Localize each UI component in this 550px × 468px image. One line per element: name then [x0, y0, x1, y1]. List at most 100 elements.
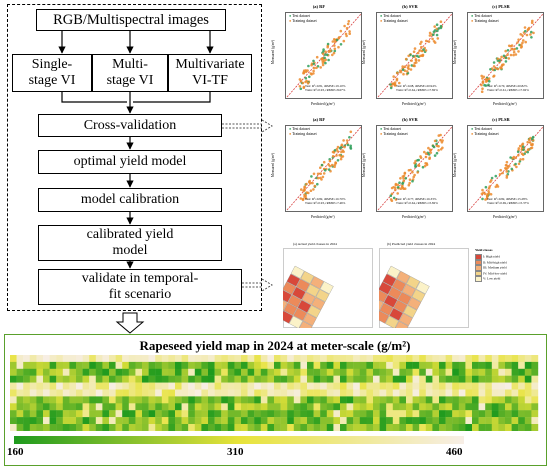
- yield-pixel: [399, 403, 407, 411]
- yield-class-cell: [292, 286, 306, 300]
- yield-pixel: [188, 410, 195, 418]
- yield-pixel: [511, 396, 519, 404]
- yield-pixel: [320, 375, 327, 383]
- yield-pixel: [326, 361, 334, 369]
- yield-pixel: [531, 361, 539, 369]
- yield-pixel: [181, 368, 189, 376]
- yield-pixel: [485, 355, 492, 363]
- yield-pixel: [56, 389, 63, 397]
- yield-pixel: [518, 368, 525, 376]
- train-point: [348, 32, 351, 35]
- train-point: [302, 85, 306, 89]
- yield-pixel: [300, 355, 308, 363]
- scatter-plot-area: [285, 12, 362, 99]
- optimal-yield-model-label: optimal yield model: [73, 154, 187, 169]
- yield-pixel: [254, 375, 261, 383]
- train-point: [306, 81, 310, 85]
- yield-pixel: [161, 368, 169, 376]
- yield-pixel: [445, 355, 453, 363]
- yield-pixel: [188, 403, 195, 411]
- yield-pixel: [472, 382, 479, 390]
- train-point: [341, 155, 345, 158]
- yield-pixel: [280, 368, 288, 376]
- test-point: [398, 181, 401, 184]
- train-point: [487, 187, 491, 190]
- yield-pixel: [175, 410, 182, 418]
- scatter-panel-title: (b) SVR: [402, 117, 418, 122]
- yield-pixel: [386, 410, 393, 418]
- yield-pixel: [518, 375, 525, 383]
- yield-pixel: [82, 368, 90, 376]
- yield-pixel: [465, 355, 473, 363]
- yield-pixel: [221, 410, 228, 418]
- scatter-panel-title: (a) RF: [312, 117, 326, 122]
- yield-class-cell: [297, 299, 312, 313]
- train-point: [396, 183, 400, 187]
- yield-pixel: [102, 417, 110, 425]
- yield-pixel: [109, 389, 116, 397]
- scatter-panel-title: (c) PLSR: [492, 117, 510, 122]
- yield-pixel: [82, 389, 90, 397]
- yield-colorbar: [14, 436, 464, 444]
- yield-pixel: [300, 361, 308, 369]
- yield-pixel: [445, 389, 453, 397]
- yield-pixel: [511, 403, 519, 411]
- yield-pixel: [293, 375, 301, 383]
- yield-pixel: [102, 410, 110, 418]
- test-point: [436, 29, 439, 33]
- train-point: [486, 193, 489, 196]
- yield-pixel: [168, 410, 176, 418]
- yield-pixel: [128, 389, 136, 397]
- train-point: [298, 85, 302, 88]
- yield-pixel: [122, 389, 129, 397]
- test-point: [516, 150, 520, 154]
- yield-pixel: [445, 368, 453, 376]
- yield-pixel: [161, 410, 169, 418]
- yield-pixel: [188, 375, 195, 383]
- train-point: [322, 172, 326, 175]
- yield-pixel: [267, 396, 275, 404]
- multivariate-vi-tf-box: Multivariate VI-TF: [168, 54, 252, 92]
- yield-pixel: [241, 417, 248, 425]
- yield-class-cell: [415, 281, 430, 295]
- yield-pixel: [168, 417, 176, 425]
- yield-pixel: [241, 368, 248, 376]
- validate-temporal-label: validate in temporal- fit scenario: [81, 271, 199, 302]
- train-point: [393, 84, 397, 87]
- yield-class-cell: [283, 289, 292, 303]
- yield-pixel: [320, 410, 327, 418]
- train-point: [532, 31, 535, 35]
- yield-pixel: [109, 375, 116, 383]
- yield-pixel: [491, 382, 499, 390]
- scatter-panel: (c) PLSR ● Test dataset ● Training dataset…: [453, 117, 545, 225]
- test-point: [326, 42, 330, 46]
- actual-yield-map: [283, 248, 373, 328]
- yield-pixel: [260, 375, 268, 383]
- yield-pixel: [168, 403, 176, 411]
- test-point: [333, 149, 337, 152]
- train-point: [406, 70, 409, 73]
- yield-pixel: [36, 424, 44, 431]
- yield-pixel: [280, 417, 288, 425]
- yield-pixel: [293, 382, 301, 390]
- yield-pixel: [247, 361, 255, 369]
- train-point: [343, 24, 346, 28]
- yield-pixel: [227, 355, 235, 363]
- yield-pixel: [221, 417, 228, 425]
- metric-text: Test: R²=0.81, rRMSE=19.10%: [305, 84, 346, 88]
- yield-pixel: [491, 389, 499, 397]
- train-point: [512, 50, 516, 54]
- train-point: [403, 171, 407, 175]
- train-point: [512, 53, 515, 57]
- yield-pixel: [115, 403, 123, 411]
- yield-pixel: [505, 389, 512, 397]
- yield-pixel: [505, 355, 512, 363]
- yield-pixel: [16, 410, 24, 418]
- yield-pixel: [175, 382, 182, 390]
- x-axis-label: Predicted (g/m²): [493, 102, 517, 106]
- yield-pixel: [62, 368, 70, 376]
- yield-pixel: [148, 410, 156, 418]
- yield-pixel: [445, 410, 453, 418]
- yield-pixel: [458, 382, 466, 390]
- yield-pixel: [432, 396, 440, 404]
